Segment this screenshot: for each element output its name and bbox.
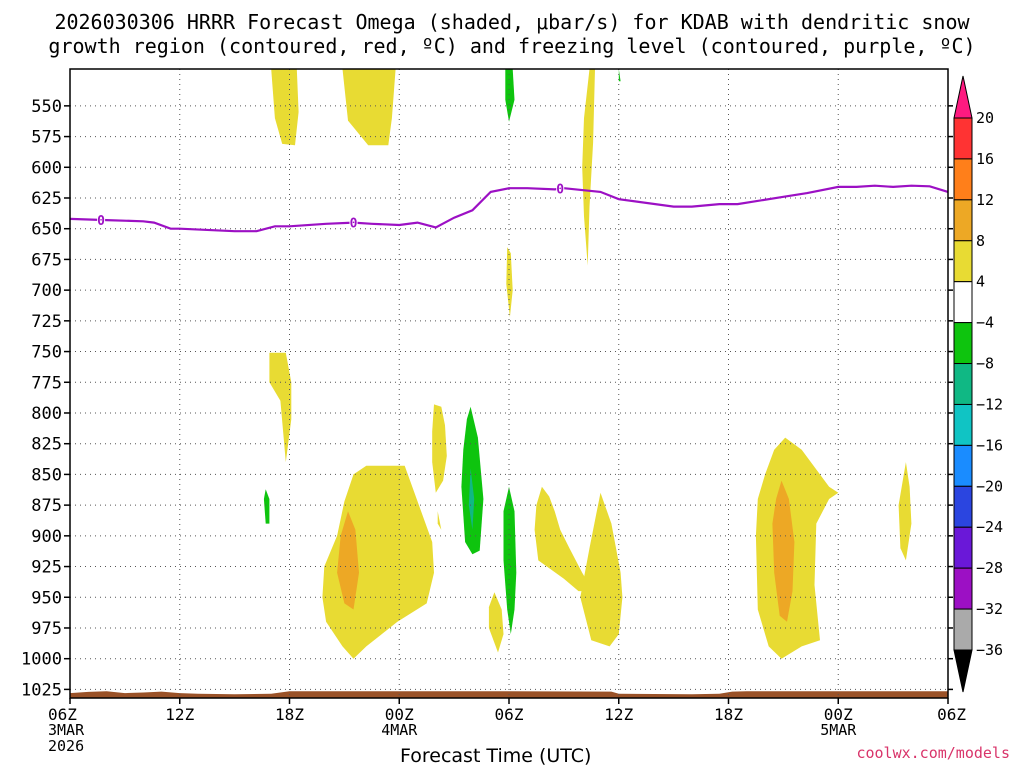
freezing-level-label: 0 bbox=[97, 214, 105, 229]
freezing-level-line bbox=[69, 184, 949, 233]
x-tick-label: 00Z bbox=[824, 705, 853, 724]
colorbar-label: −8 bbox=[976, 355, 994, 373]
omega-region-1 bbox=[342, 69, 396, 146]
y-tick-label: 875 bbox=[31, 496, 62, 516]
colorbar-label: 16 bbox=[976, 150, 994, 168]
y-tick-label: 850 bbox=[31, 465, 62, 485]
colorbar-label: −4 bbox=[976, 314, 994, 332]
freezing-level-label: 0 bbox=[350, 217, 358, 232]
omega-region-0 bbox=[271, 69, 299, 146]
x-tick-label: 12Z bbox=[165, 705, 194, 724]
y-tick-label: 975 bbox=[31, 619, 62, 639]
x-date-label: 5MAR bbox=[820, 721, 857, 739]
y-tick-label: 950 bbox=[31, 588, 62, 608]
omega-region-9 bbox=[534, 486, 594, 592]
y-tick-label: 675 bbox=[31, 250, 62, 270]
colorbar-swatch bbox=[953, 526, 973, 569]
x-tick-label: 00Z bbox=[385, 705, 414, 724]
omega-region-13 bbox=[505, 69, 515, 122]
omega-region-17 bbox=[503, 486, 517, 635]
chart-title-line-2: growth region (contoured, red, ºC) and f… bbox=[48, 34, 976, 58]
y-tick-label: 725 bbox=[31, 312, 62, 332]
y-tick-label: 775 bbox=[31, 373, 62, 393]
omega-region-15 bbox=[263, 489, 270, 524]
omega-region-2 bbox=[582, 69, 595, 266]
y-tick-label: 750 bbox=[31, 343, 62, 363]
colorbar-bottom-arrow bbox=[953, 649, 973, 693]
omega-region-6 bbox=[432, 404, 447, 493]
omega-region-20 bbox=[468, 468, 475, 530]
x-tick-label: 06Z bbox=[48, 705, 77, 724]
y-tick-label: 1000 bbox=[21, 650, 62, 670]
colorbar-swatch bbox=[953, 281, 973, 324]
colorbar-top-arrow bbox=[953, 75, 973, 119]
colorbar-swatch bbox=[953, 608, 973, 651]
freezing-level-label: 0 bbox=[556, 183, 564, 198]
colorbar-swatch bbox=[953, 158, 973, 201]
y-tick-label: 650 bbox=[31, 220, 62, 240]
colorbar-swatch bbox=[953, 240, 973, 283]
x-tick-label: 18Z bbox=[275, 705, 304, 724]
x-date-label: 4MAR bbox=[381, 721, 418, 739]
x-year-label: 2026 bbox=[48, 737, 84, 755]
y-tick-label: 925 bbox=[31, 558, 62, 578]
brand-watermark: coolwx.com/models bbox=[856, 744, 1010, 762]
omega-region-16 bbox=[461, 406, 484, 555]
colorbar-label: −12 bbox=[976, 395, 1003, 413]
freezing-level-label-bg bbox=[556, 182, 565, 195]
omega-region-8 bbox=[488, 592, 504, 653]
colorbar-label: −16 bbox=[976, 436, 1003, 454]
omega-region-7 bbox=[437, 511, 442, 530]
omega-region-3 bbox=[506, 247, 513, 318]
x-tick-label: 18Z bbox=[714, 705, 743, 724]
colorbar-swatch bbox=[953, 485, 973, 528]
x-date-label: 3MAR bbox=[48, 721, 85, 739]
x-tick-label: 12Z bbox=[604, 705, 633, 724]
omega-region-4 bbox=[269, 352, 292, 463]
colorbar-label: 12 bbox=[976, 191, 994, 209]
freezing-level-label-bg bbox=[97, 213, 106, 226]
x-axis-title: Forecast Time (UTC) bbox=[400, 745, 592, 767]
colorbar-label: 8 bbox=[976, 232, 985, 250]
omega-region-5 bbox=[322, 465, 434, 659]
y-tick-label: 625 bbox=[31, 189, 62, 209]
colorbar-swatch bbox=[953, 444, 973, 487]
colorbar-label: −36 bbox=[976, 641, 1003, 659]
colorbar-swatch bbox=[953, 322, 973, 365]
colorbar-swatch bbox=[953, 403, 973, 446]
y-tick-label: 550 bbox=[31, 97, 62, 117]
omega-region-14 bbox=[618, 69, 621, 82]
colorbar-label: −28 bbox=[976, 559, 1003, 577]
y-tick-label: 800 bbox=[31, 404, 62, 424]
colorbar-swatch bbox=[953, 567, 973, 610]
y-tick-label: 600 bbox=[31, 158, 62, 178]
colorbar-label: −24 bbox=[976, 518, 1003, 536]
omega-region-19 bbox=[772, 480, 795, 622]
omega-region-11 bbox=[755, 437, 839, 659]
colorbar-label: −20 bbox=[976, 477, 1003, 495]
omega-region-10 bbox=[580, 492, 623, 647]
omega-region-18 bbox=[337, 511, 359, 610]
colorbar-swatch bbox=[953, 199, 973, 242]
x-tick-label: 06Z bbox=[495, 705, 524, 724]
y-tick-label: 700 bbox=[31, 281, 62, 301]
colorbar-swatch bbox=[953, 117, 973, 160]
y-tick-label: 900 bbox=[31, 527, 62, 547]
colorbar-swatch bbox=[953, 363, 973, 405]
y-tick-label: 575 bbox=[31, 128, 62, 148]
chart-title-line-1: 2026030306 HRRR Forecast Omega (shaded, … bbox=[54, 10, 970, 34]
colorbar-label: −32 bbox=[976, 600, 1003, 618]
omega-region-12 bbox=[898, 462, 912, 561]
x-tick-label: 06Z bbox=[937, 705, 966, 724]
freezing-level-label-bg bbox=[349, 216, 358, 229]
y-tick-label: 825 bbox=[31, 435, 62, 455]
y-tick-label: 1025 bbox=[21, 680, 62, 700]
colorbar-label: 20 bbox=[976, 109, 994, 127]
colorbar-label: 4 bbox=[976, 273, 985, 291]
